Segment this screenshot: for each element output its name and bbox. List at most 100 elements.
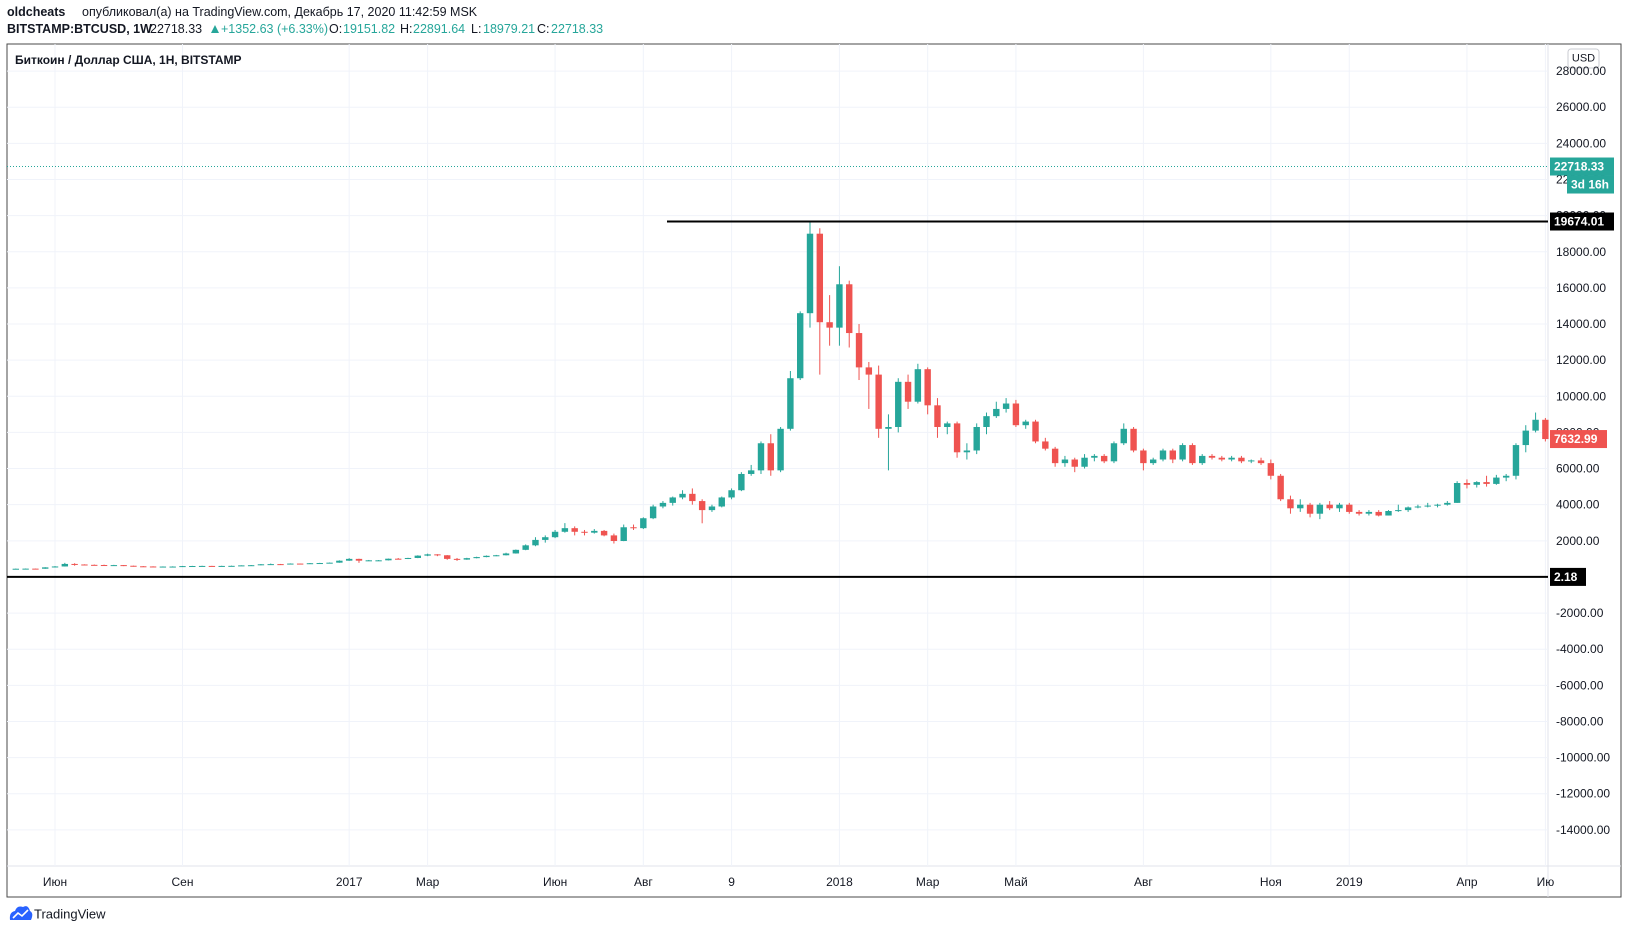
- symbol: BITSTAMP:BTCUSD, 1W: [7, 22, 152, 36]
- x-tick-label: Мар: [916, 875, 940, 889]
- current-close-box: [1550, 430, 1607, 449]
- candle-body: [914, 369, 922, 402]
- candle-body: [1120, 428, 1127, 444]
- candle-body: [159, 566, 167, 568]
- candle-body: [1375, 511, 1382, 516]
- candle-body: [1071, 459, 1078, 467]
- candle-body: [326, 562, 333, 564]
- candle-body: [895, 381, 902, 427]
- candle-body: [1434, 504, 1441, 506]
- candle-body: [816, 233, 824, 323]
- y-tick-label: -12000.00: [1556, 787, 1610, 801]
- y-tick-label: -14000.00: [1556, 823, 1610, 837]
- chart-title: Биткоин / Доллар США, 1H, BITSTAMP: [15, 53, 242, 67]
- candle-body: [42, 567, 49, 569]
- candle-body: [934, 405, 941, 427]
- candle-body: [1238, 457, 1245, 462]
- x-tick-label: Июн: [543, 875, 567, 889]
- candle-body: [1414, 506, 1422, 508]
- logo-line: [12, 909, 29, 919]
- candle-body: [493, 555, 500, 557]
- candle-body: [846, 284, 853, 334]
- candle-body: [81, 564, 88, 566]
- candle-body: [287, 563, 294, 565]
- candle-body: [1012, 403, 1020, 426]
- candle-body: [1100, 455, 1108, 462]
- candle-body: [885, 426, 892, 429]
- candle-body: [1149, 459, 1157, 464]
- candle-body: [502, 553, 510, 556]
- candle-body: [267, 564, 274, 566]
- plot: [7, 44, 1549, 866]
- candle-body: [316, 563, 323, 565]
- candle-body: [424, 554, 431, 556]
- candle-body: [640, 518, 647, 529]
- candle-body: [1159, 450, 1167, 460]
- countdown-label: 3d 16h: [1571, 178, 1609, 192]
- candle-body: [257, 564, 265, 566]
- candle-body: [100, 565, 108, 567]
- ohlc-label: L:: [471, 22, 481, 36]
- y-tick-label: 24000.00: [1556, 136, 1606, 150]
- candle-body: [826, 322, 833, 328]
- candle-body: [904, 381, 912, 402]
- candle-body: [875, 374, 882, 429]
- candle-body: [1483, 482, 1490, 484]
- candle-body: [32, 568, 39, 570]
- x-tick-label: Май: [1004, 875, 1028, 889]
- y-tick-label: 14000.00: [1556, 317, 1606, 331]
- y-tick-label: 28000.00: [1556, 64, 1606, 78]
- published: опубликовал(а) на TradingView.com, Декаб…: [82, 5, 478, 19]
- candle-body: [728, 490, 735, 498]
- candle-body: [747, 470, 755, 474]
- candle-body: [767, 443, 774, 471]
- candle-body: [591, 530, 598, 533]
- candle-body: [620, 527, 627, 541]
- last-price-box: [1550, 157, 1614, 176]
- candle-body: [659, 502, 667, 507]
- candle-body: [1316, 504, 1324, 514]
- ohlc-value: 18979.21: [483, 22, 535, 36]
- candle-body: [512, 549, 520, 554]
- candle-body: [669, 497, 676, 503]
- candle-body: [600, 530, 608, 536]
- candle-body: [1002, 403, 1010, 409]
- candle-body: [551, 531, 559, 538]
- candle-body: [983, 416, 990, 427]
- x-tick-label: 2018: [826, 875, 853, 889]
- candle-body: [1189, 445, 1196, 464]
- candle-body: [365, 560, 372, 562]
- candle-body: [473, 557, 480, 559]
- candle-body: [149, 566, 157, 568]
- y-tick-label: 2000.00: [1556, 534, 1600, 548]
- x-tick-label: Ию: [1537, 875, 1555, 889]
- candle-body: [385, 558, 392, 561]
- footer-logo: [9, 906, 33, 920]
- candle-body: [208, 565, 216, 567]
- currency-box[interactable]: [1567, 48, 1600, 69]
- candle-body: [444, 555, 451, 559]
- ohlc-value: 19151.82: [343, 22, 395, 36]
- candle-body: [1032, 421, 1039, 442]
- candle-body: [993, 408, 1000, 417]
- candle-body: [1493, 477, 1500, 484]
- x-tick-label: Авг: [634, 875, 653, 889]
- candle-body: [698, 501, 706, 511]
- candle-body: [1228, 457, 1235, 460]
- candle-body: [1267, 463, 1275, 476]
- price-line-label: 2.18: [1554, 570, 1578, 584]
- candle-body: [110, 565, 118, 567]
- candle-body: [1297, 504, 1304, 509]
- candle-body: [806, 233, 814, 314]
- candle-body: [345, 558, 353, 561]
- candle-body: [22, 568, 29, 570]
- header-line: oldcheats опубликовал(а) на TradingView.…: [7, 5, 478, 19]
- y-tick-label: 6000.00: [1556, 462, 1600, 476]
- candle-body: [1208, 455, 1216, 458]
- candle-body: [1257, 460, 1265, 464]
- change: +1352.63 (+6.33%): [221, 22, 328, 36]
- ohlc-value: 22891.64: [413, 22, 465, 36]
- candle-body: [414, 555, 422, 558]
- countdown-box: [1567, 175, 1614, 194]
- candle-body: [532, 539, 539, 546]
